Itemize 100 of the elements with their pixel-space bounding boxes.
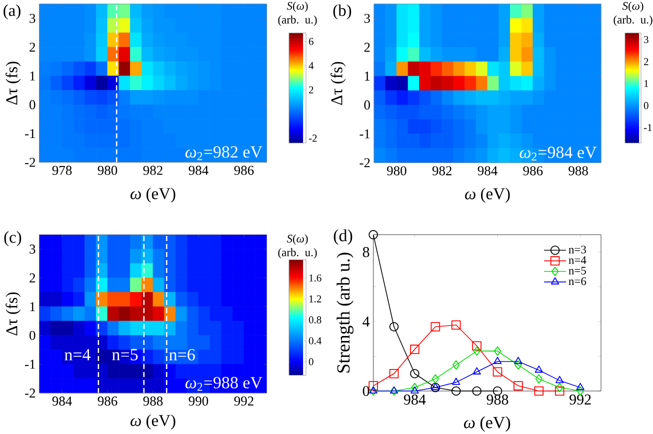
annotation: n=4 [64, 349, 91, 360]
color-bar-label: 0 [308, 358, 314, 366]
point [494, 346, 502, 356]
annotation: ω$_{2}$=988 eV [185, 376, 262, 391]
x-tick-label: 988 [486, 394, 508, 405]
y-tick-label: 2 [30, 42, 36, 52]
x-axis-title: ω (eV) [130, 188, 176, 203]
y-tick-label: 1 [364, 72, 370, 81]
point [493, 356, 502, 364]
x-tick-label: 990 [188, 396, 208, 406]
color-bar-label: -2 [308, 134, 317, 142]
color-bar-label: 2 [308, 86, 314, 94]
y-tick-label: -1 [25, 129, 35, 138]
legend-label: n=5 [568, 266, 586, 274]
color-bar-label: -1 [644, 124, 652, 132]
annotation: ω$_{2}$=984 eV [520, 146, 597, 160]
y-tick-label: 2 [364, 42, 370, 52]
y-axis-title: Δτ (fs) [6, 62, 21, 105]
point [472, 367, 481, 374]
color-bar-label: 0.4 [308, 337, 322, 344]
y-tick-label: 1 [30, 302, 35, 312]
y-tick-label: 0 [30, 330, 36, 340]
x-tick-label: 986 [523, 166, 543, 176]
point [554, 386, 564, 396]
point [451, 386, 461, 396]
point [410, 344, 420, 354]
y-tick-label: -2 [360, 158, 370, 168]
chart-title: (c) [4, 231, 22, 246]
x-tick-label: 982 [432, 166, 452, 176]
point [492, 367, 502, 377]
chart-title: (a) [4, 4, 20, 20]
color-bar-title: S(ω) (arb. u.) [614, 2, 652, 26]
x-tick-label: 986 [234, 166, 254, 175]
x-axis-title: ω (eV) [130, 414, 176, 430]
legend-label: n=6 [568, 277, 586, 286]
legend-label: n=4 [568, 256, 586, 264]
point [514, 356, 522, 364]
x-tick-label: 992 [234, 396, 254, 406]
y-tick-label: 0 [362, 386, 370, 396]
annotation: ω$_{2}$=982 eV [185, 146, 262, 160]
x-tick-label: 984 [404, 394, 426, 405]
point [432, 374, 440, 384]
x-axis-title: ω (eV) [465, 188, 510, 203]
point [473, 346, 480, 356]
y-tick-label: -2 [25, 388, 36, 398]
x-tick-label: 988 [143, 396, 163, 406]
point [430, 322, 440, 332]
color-bar-title: S(ω) (arb. u.) [278, 2, 317, 26]
color-bar-label: 2 [644, 58, 648, 66]
point [472, 386, 482, 396]
point [556, 382, 564, 392]
point [452, 378, 460, 385]
color-bar-label: 4 [308, 62, 314, 70]
x-tick-label: 984 [52, 396, 72, 406]
x-axis-title: ω (eV) [464, 416, 510, 432]
y-axis-title: Strength (arb u.) [336, 252, 354, 372]
chart-title: (b) [333, 4, 352, 20]
y-tick-label: 4 [362, 316, 370, 326]
color-bar-label: 0 [644, 102, 648, 110]
point [534, 366, 543, 373]
legend-label: n=3 [568, 246, 586, 254]
y-tick-label: 0 [30, 100, 36, 110]
point [389, 368, 399, 378]
color-bar-label: 1.6 [309, 274, 322, 282]
y-tick-label: 3 [30, 14, 36, 23]
point [576, 382, 584, 390]
x-tick-label: 986 [98, 396, 118, 406]
x-tick-label: 992 [570, 394, 591, 405]
color-bar-label: 6 [308, 38, 314, 45]
color-bar-label: 1.2 [309, 295, 322, 302]
color-bar-label: 1 [644, 80, 648, 88]
chart-title: (d) [334, 229, 352, 245]
point [472, 341, 482, 350]
x-tick-label: 978 [52, 166, 72, 175]
x-tick-label: 984 [478, 166, 498, 176]
y-axis-title: Δτ (fs) [6, 292, 21, 336]
y-tick-label: 2 [30, 273, 36, 282]
y-tick-label: 8 [362, 247, 370, 258]
x-tick-label: 984 [188, 166, 208, 175]
y-tick-label: 1 [30, 72, 35, 80]
point [410, 368, 420, 378]
color-bar-label: 3 [644, 36, 648, 44]
point [556, 376, 564, 384]
annotation: n=6 [169, 348, 195, 360]
point [411, 382, 418, 392]
y-tick-label: -1 [25, 360, 35, 369]
point [534, 386, 544, 396]
y-tick-label: 0 [364, 100, 370, 110]
x-tick-label: 982 [143, 166, 162, 175]
point [389, 322, 399, 332]
point [410, 386, 419, 394]
annotation: n=5 [112, 349, 138, 360]
y-axis-title: Δτ (fs) [330, 62, 346, 105]
point [535, 374, 543, 384]
point [514, 381, 523, 390]
point [451, 320, 461, 330]
y-tick-label: -1 [360, 129, 370, 138]
color-bar-title: S(ω) (arb. u.) [278, 234, 317, 259]
y-tick-label: 3 [364, 14, 370, 23]
point [514, 360, 522, 370]
